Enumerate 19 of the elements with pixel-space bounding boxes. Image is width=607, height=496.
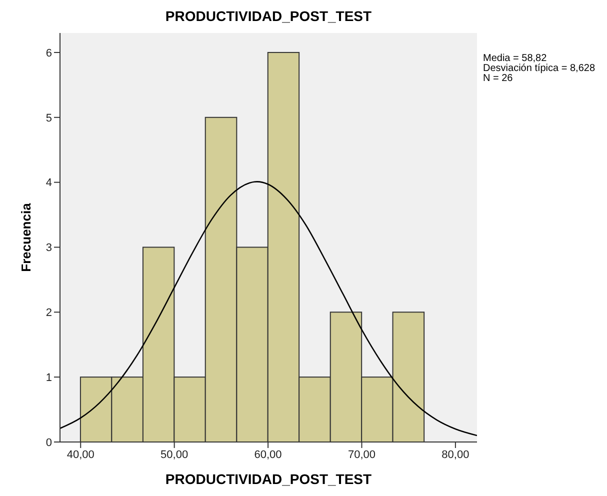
y-tick-label: 0 <box>46 436 52 449</box>
x-tick-label: 70,00 <box>348 448 376 461</box>
y-tick-label: 3 <box>46 242 52 254</box>
text: Desviación típica = 8,628 <box>483 63 596 74</box>
y-tick-label: 1 <box>46 372 52 384</box>
chart-title: PRODUCTIVIDAD_POST_TEST <box>164 8 373 24</box>
y-axis-title: Frecuencia <box>18 202 34 272</box>
x-tick-label: 50,00 <box>160 448 188 461</box>
x-tick-label: 60,00 <box>254 448 282 461</box>
line-series <box>60 181 477 436</box>
y-tick-label: 2 <box>46 307 52 320</box>
y-tick-label: 6 <box>46 47 52 60</box>
x-axis-title: PRODUCTIVIDAD_POST_TEST <box>165 471 372 487</box>
y-tick-label: 5 <box>46 112 52 124</box>
y-tick-label: 4 <box>46 177 52 190</box>
text: N = 26 <box>483 73 514 84</box>
x-tick-label: 80,00 <box>442 448 470 461</box>
text: Media = 58,82 <box>483 53 547 64</box>
x-tick-label: 40,00 <box>66 448 94 461</box>
